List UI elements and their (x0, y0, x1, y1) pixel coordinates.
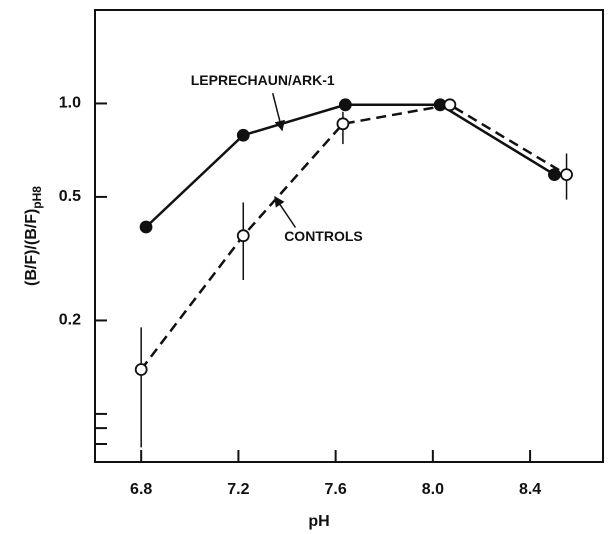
data-point (547, 168, 561, 181)
x-tick-label: 8.0 (422, 481, 444, 498)
x-tick-label: 7.2 (227, 481, 249, 498)
x-tick-label: 6.8 (130, 481, 152, 498)
data-point (443, 98, 457, 112)
y-tick-label: 0.5 (59, 188, 81, 205)
series-line (140, 103, 568, 371)
data-point (338, 98, 352, 112)
y-label-main: (B/F)/(B/F) (23, 209, 40, 286)
annotation-arrow (271, 92, 285, 132)
y-tick-label: 1.0 (59, 95, 81, 112)
y-tick-label: 0.2 (59, 312, 81, 329)
data-point (134, 363, 148, 376)
data-point (336, 117, 350, 131)
annotation: CONTROLS (284, 228, 363, 244)
annotation-arrow (274, 196, 297, 228)
x-tick-label: 7.6 (325, 481, 347, 498)
data-point (236, 229, 250, 243)
data-point (236, 128, 250, 142)
plot-frame (94, 9, 604, 463)
x-axis-label: pH (308, 513, 329, 530)
data-point (560, 168, 573, 181)
y-label-sub: pH8 (30, 186, 44, 209)
annotation: LEPRECHAUN/ARK-1 (191, 72, 335, 88)
data-point (139, 220, 153, 234)
y-axis-label: (B/F)/(B/F)pH8 (23, 186, 44, 286)
x-tick-label: 8.4 (519, 481, 541, 498)
